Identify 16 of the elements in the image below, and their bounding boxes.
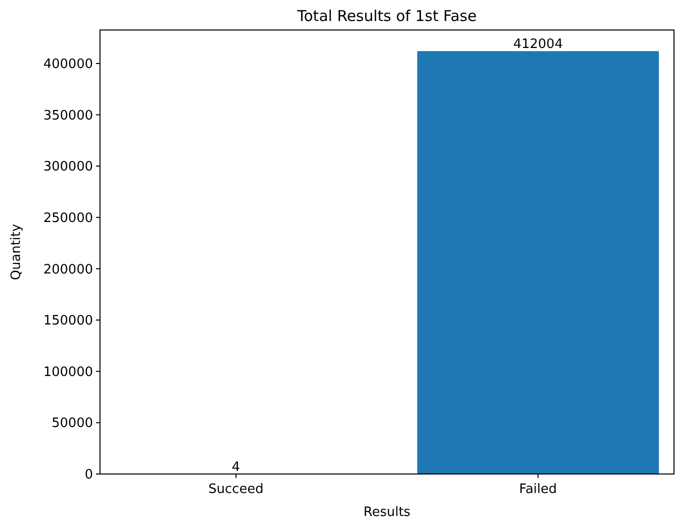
x-tick-label: Succeed [208,482,264,497]
chart-title: Total Results of 1st Fase [296,7,477,25]
y-tick-label: 200000 [43,262,93,278]
data-label: 4 [232,460,240,475]
y-tick-label: 300000 [43,160,93,175]
y-tick-label: 250000 [43,210,93,226]
y-tick-label: 400000 [43,57,93,72]
data-label: 412004 [513,37,563,52]
y-tick-label: 0 [84,468,93,483]
y-tick-label: 50000 [52,416,93,432]
y-axis-title: Quantity [9,224,24,280]
y-tick-label: 150000 [43,314,93,329]
x-tick-label: Failed [519,482,557,497]
y-tick-label: 350000 [43,108,93,124]
x-axis-title: Results [364,505,411,520]
y-tick-label: 100000 [43,364,93,380]
